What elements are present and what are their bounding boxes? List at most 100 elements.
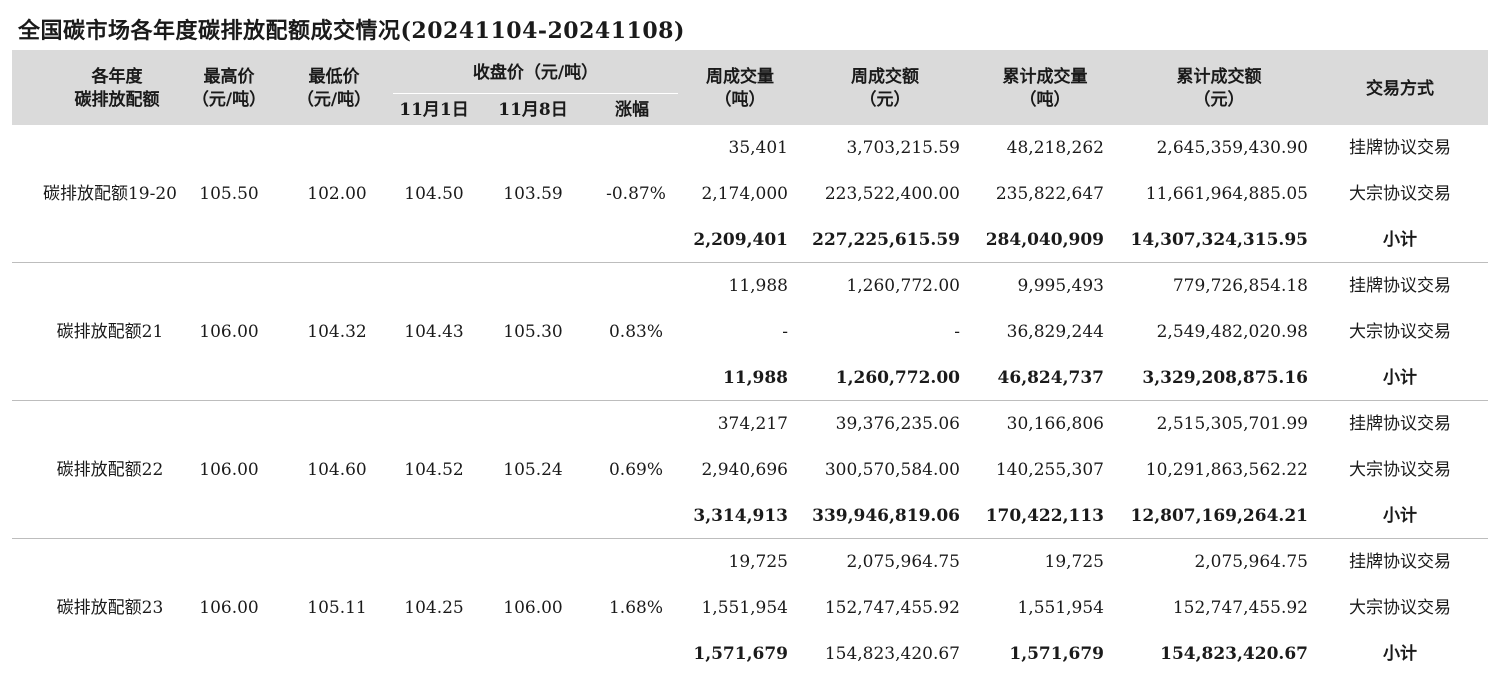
allowance-name: 碳排放配额19-20 — [42, 184, 177, 204]
cumulative-volume: 235,822,647 — [995, 184, 1104, 204]
cumulative-volume: 140,255,307 — [995, 460, 1104, 480]
allowance-group-21: 碳排放配额21 106.00 104.32 104.43 105.30 0.83… — [12, 262, 1488, 401]
high-price: 106.00 — [199, 322, 259, 342]
header-cumulative-volume-line1: 累计成交量 — [1002, 67, 1088, 87]
header-nov8: 11月8日 — [498, 99, 568, 120]
header-low-line2: （元/吨） — [296, 90, 372, 110]
trade-method: 挂牌协议交易 — [1349, 138, 1451, 158]
subtotal-weekly-volume: 1,571,679 — [693, 644, 788, 664]
weekly-amount: 1,260,772.00 — [846, 276, 960, 296]
weekly-volume: 2,940,696 — [701, 460, 788, 480]
weekly-volume: 374,217 — [717, 414, 788, 434]
allowance-group-22: 碳排放配额22 106.00 104.60 104.52 105.24 0.69… — [12, 400, 1488, 539]
price-change: 0.83% — [608, 322, 663, 342]
cumulative-amount: 2,549,482,020.98 — [1156, 322, 1308, 342]
cumulative-amount: 10,291,863,562.22 — [1145, 460, 1308, 480]
header-weekly-volume: 周成交量 （吨） — [680, 64, 800, 114]
trade-method: 大宗协议交易 — [1349, 322, 1451, 342]
low-price: 104.32 — [307, 322, 367, 342]
trade-method: 大宗协议交易 — [1349, 460, 1451, 480]
header-trade-method: 交易方式 — [1366, 78, 1434, 99]
subtotal-weekly-amount: 339,946,819.06 — [812, 506, 960, 526]
weekly-amount: 223,522,400.00 — [824, 184, 960, 204]
header-cumulative-volume: 累计成交量 （吨） — [980, 64, 1110, 114]
header-high-line2: （元/吨） — [191, 90, 267, 110]
allowance-name: 碳排放配额22 — [56, 460, 164, 480]
weekly-amount: - — [954, 322, 960, 342]
header-low: 最低价 （元/吨） — [283, 64, 385, 114]
cumulative-volume: 36,829,244 — [1006, 322, 1104, 342]
allowance-name: 碳排放配额21 — [56, 322, 164, 342]
low-price: 102.00 — [307, 184, 367, 204]
weekly-volume: 19,725 — [728, 552, 788, 572]
subtotal-weekly-amount: 154,823,420.67 — [824, 644, 960, 664]
header-cumulative-amount-line2: （元） — [1193, 90, 1245, 110]
header-divider — [393, 93, 678, 94]
subtotal-cumulative-volume: 170,422,113 — [985, 506, 1104, 526]
subtotal-label: 小计 — [1383, 368, 1417, 388]
header-cumulative-amount: 累计成交额 （元） — [1152, 64, 1286, 114]
allowance-group-23: 碳排放配额23 106.00 105.11 104.25 106.00 1.68… — [12, 538, 1488, 677]
subtotal-weekly-amount: 1,260,772.00 — [835, 368, 960, 388]
subtotal-cumulative-volume: 284,040,909 — [985, 230, 1104, 250]
header-high-line1: 最高价 — [203, 67, 255, 87]
weekly-amount: 3,703,215.59 — [846, 138, 960, 158]
header-weekly-amount: 周成交额 （元） — [815, 64, 955, 114]
weekly-amount: 152,747,455.92 — [824, 598, 960, 618]
header-change: 涨幅 — [615, 99, 649, 120]
subtotal-cumulative-amount: 3,329,208,875.16 — [1142, 368, 1308, 388]
weekly-volume: 35,401 — [728, 138, 788, 158]
cumulative-volume: 1,551,954 — [1017, 598, 1104, 618]
header-year-line2: 碳排放配额 — [74, 90, 160, 110]
close-nov8: 103.59 — [503, 184, 563, 204]
high-price: 106.00 — [199, 598, 259, 618]
header-weekly-amount-line1: 周成交额 — [851, 67, 919, 87]
cumulative-volume: 19,725 — [1044, 552, 1104, 572]
subtotal-cumulative-amount: 12,807,169,264.21 — [1130, 506, 1308, 526]
close-nov8: 105.24 — [503, 460, 563, 480]
header-nov1: 11月1日 — [399, 99, 469, 120]
price-change: 1.68% — [608, 598, 663, 618]
weekly-amount: 300,570,584.00 — [824, 460, 960, 480]
trade-method: 挂牌协议交易 — [1349, 414, 1451, 434]
close-nov1: 104.52 — [404, 460, 464, 480]
allowance-name: 碳排放配额23 — [56, 598, 164, 618]
subtotal-weekly-volume: 3,314,913 — [693, 506, 788, 526]
subtotal-label: 小计 — [1383, 230, 1417, 250]
header-weekly-volume-line1: 周成交量 — [706, 67, 774, 87]
close-nov8: 106.00 — [503, 598, 563, 618]
header-year: 各年度 碳排放配额 — [52, 64, 182, 114]
weekly-amount: 2,075,964.75 — [846, 552, 960, 572]
weekly-volume: 11,988 — [728, 276, 788, 296]
subtotal-label: 小计 — [1383, 644, 1417, 664]
header-weekly-amount-line2: （元） — [859, 90, 911, 110]
subtotal-cumulative-volume: 46,824,737 — [997, 368, 1104, 388]
cumulative-volume: 30,166,806 — [1006, 414, 1104, 434]
header-cumulative-amount-line1: 累计成交额 — [1176, 67, 1262, 87]
subtotal-cumulative-amount: 154,823,420.67 — [1160, 644, 1308, 664]
header-close-price: 收盘价（元/吨） — [472, 62, 599, 83]
close-nov8: 105.30 — [503, 322, 563, 342]
header-cumulative-volume-line2: （吨） — [1019, 90, 1071, 110]
subtotal-label: 小计 — [1383, 506, 1417, 526]
subtotal-cumulative-amount: 14,307,324,315.95 — [1130, 230, 1308, 250]
weekly-volume: 1,551,954 — [701, 598, 788, 618]
weekly-amount: 39,376,235.06 — [835, 414, 960, 434]
weekly-volume: 2,174,000 — [701, 184, 788, 204]
cumulative-amount: 2,515,305,701.99 — [1156, 414, 1308, 434]
table-header: 各年度 碳排放配额 最高价 （元/吨） 最低价 （元/吨） 收盘价（元/吨） 1… — [12, 50, 1488, 125]
price-change: -0.87% — [606, 184, 666, 204]
price-change: 0.69% — [608, 460, 663, 480]
subtotal-cumulative-volume: 1,571,679 — [1009, 644, 1104, 664]
trade-method: 大宗协议交易 — [1349, 598, 1451, 618]
subtotal-weekly-volume: 11,988 — [722, 368, 788, 388]
weekly-volume: - — [782, 322, 788, 342]
cumulative-volume: 9,995,493 — [1017, 276, 1104, 296]
allowance-group-19-20: 碳排放配额19-20 105.50 102.00 104.50 103.59 -… — [12, 125, 1488, 263]
cumulative-amount: 779,726,854.18 — [1172, 276, 1308, 296]
cumulative-volume: 48,218,262 — [1006, 138, 1104, 158]
cumulative-amount: 2,075,964.75 — [1194, 552, 1308, 572]
header-weekly-volume-line2: （吨） — [714, 90, 766, 110]
cumulative-amount: 2,645,359,430.90 — [1156, 138, 1308, 158]
high-price: 106.00 — [199, 460, 259, 480]
